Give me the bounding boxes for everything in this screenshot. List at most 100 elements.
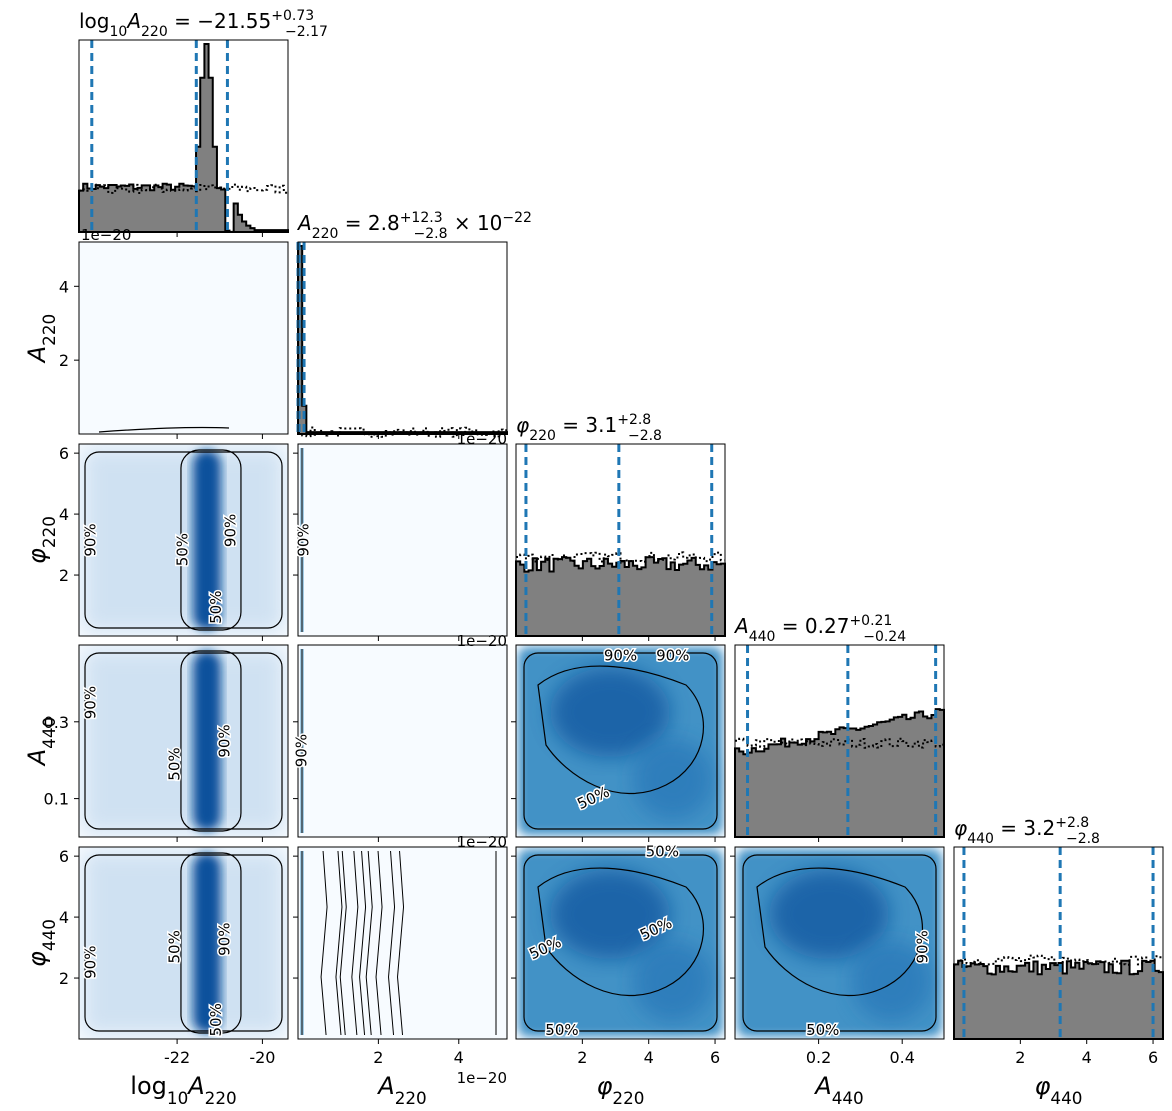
x-tick-label: 2 bbox=[577, 1048, 587, 1067]
x-tick-label: 0.4 bbox=[889, 1048, 914, 1067]
density-field bbox=[83, 649, 284, 833]
density-background bbox=[79, 242, 288, 434]
panel-frame bbox=[953, 846, 1164, 1040]
contour-90 bbox=[84, 451, 283, 629]
y-tick-label: 4 bbox=[59, 277, 69, 296]
contour-label: 50% bbox=[165, 930, 183, 963]
panel-A440-vs-phi220 bbox=[515, 644, 726, 838]
panel-frame bbox=[297, 644, 508, 838]
x-axis-label: A220 bbox=[376, 1072, 426, 1108]
density-blob bbox=[769, 869, 890, 960]
panel-phi440-vs-A440 bbox=[734, 846, 945, 1040]
contour-label: 90% bbox=[82, 946, 100, 979]
contour-50 bbox=[365, 850, 373, 1036]
contour-label: 50% bbox=[806, 1021, 839, 1039]
density-field bbox=[518, 849, 723, 1037]
contour-50 bbox=[180, 852, 242, 1034]
density-background bbox=[298, 645, 507, 837]
x-tick-label: 2 bbox=[373, 1048, 383, 1067]
panel-title: φ220 = 3.1+2.8 −2.8 bbox=[516, 412, 662, 444]
y-tick-label: 4 bbox=[59, 908, 69, 927]
density-background bbox=[298, 847, 507, 1039]
density-background bbox=[298, 444, 507, 636]
panel-frame bbox=[734, 644, 945, 838]
y-axis-label: φ440 bbox=[23, 919, 59, 967]
panel-frame bbox=[515, 443, 726, 637]
density-field bbox=[83, 851, 284, 1035]
x-tick-label: 6 bbox=[710, 1048, 720, 1067]
x-tick-label: 2 bbox=[1015, 1048, 1025, 1067]
x-axis-label: A440 bbox=[813, 1072, 863, 1108]
y-tick-label: 2 bbox=[59, 351, 69, 370]
y-tick-label: 2 bbox=[59, 969, 69, 988]
panel-frame bbox=[78, 241, 289, 435]
density-field bbox=[518, 647, 723, 835]
y-axis-label: A220 bbox=[23, 314, 59, 364]
contour-50 bbox=[537, 867, 704, 997]
panel-frame bbox=[78, 39, 289, 233]
density-blob bbox=[550, 869, 671, 960]
contour-50 bbox=[537, 665, 704, 795]
diag-hist-phi220 bbox=[515, 443, 726, 637]
contour-label: 90% bbox=[913, 930, 931, 963]
density-blob bbox=[851, 941, 932, 1022]
panel-frame bbox=[297, 241, 508, 435]
density-ridge bbox=[192, 853, 221, 1033]
contour-label: 50% bbox=[545, 1021, 578, 1039]
histogram-bars bbox=[953, 959, 1164, 1040]
offset-text: 1e−20 bbox=[457, 632, 507, 650]
panel-title: φ440 = 3.2+2.8 −2.8 bbox=[954, 815, 1100, 847]
diag-hist-phi440 bbox=[953, 846, 1164, 1040]
contour-label: 90% bbox=[222, 514, 240, 547]
contour-label: 50% bbox=[174, 533, 192, 566]
prior-histogram bbox=[954, 954, 1163, 966]
contour-90 bbox=[523, 854, 718, 1032]
x-axis-label: log10A220 bbox=[130, 1072, 236, 1108]
contour-50 bbox=[98, 426, 230, 433]
offset-text: 1e−20 bbox=[457, 430, 507, 448]
diag-hist-A220 bbox=[296, 241, 508, 438]
x-tick-label: -20 bbox=[249, 1048, 275, 1067]
panel-A440-vs-A220 bbox=[297, 644, 508, 838]
prior-histogram bbox=[79, 183, 288, 194]
contour-label: 50% bbox=[646, 843, 679, 861]
contour-90 bbox=[742, 854, 937, 1032]
y-tick-label: 6 bbox=[59, 444, 69, 463]
panel-title: A440 = 0.27+0.21 −0.24 bbox=[733, 613, 906, 645]
density-field bbox=[300, 649, 304, 833]
contour-label: 90% bbox=[82, 686, 100, 719]
density-blob bbox=[550, 667, 671, 758]
contour-50 bbox=[335, 850, 343, 1036]
density-blob bbox=[632, 739, 713, 820]
prior-histogram bbox=[298, 426, 507, 438]
contour-50 bbox=[320, 850, 328, 1036]
offset-text: 1e−20 bbox=[457, 833, 507, 851]
offset-text: 1e−20 bbox=[81, 226, 131, 244]
contour-label: 90% bbox=[82, 523, 100, 556]
x-tick-label: 4 bbox=[1082, 1048, 1092, 1067]
density-field bbox=[737, 849, 942, 1037]
contour-90 bbox=[84, 854, 283, 1032]
panel-frame bbox=[515, 644, 726, 838]
diag-hist-A440 bbox=[734, 644, 945, 838]
contour-50 bbox=[756, 867, 923, 997]
y-tick-label: 6 bbox=[59, 847, 69, 866]
panel-frame bbox=[78, 644, 289, 838]
panel-phi440-vs-A220 bbox=[297, 846, 508, 1040]
contour-90 bbox=[523, 652, 718, 830]
contour-label: 90% bbox=[215, 724, 233, 757]
contour-50 bbox=[339, 850, 347, 1036]
density-field bbox=[83, 448, 284, 632]
x-tick-label: -22 bbox=[164, 1048, 190, 1067]
histogram-bars bbox=[78, 43, 289, 233]
density-region bbox=[83, 448, 284, 632]
contour-label: 50% bbox=[165, 747, 183, 780]
panel-frame bbox=[297, 846, 508, 1040]
contour-50 bbox=[351, 850, 359, 1036]
y-tick-label: 0.1 bbox=[44, 790, 69, 809]
contour-50 bbox=[180, 449, 242, 631]
diag-hist-log10_A220 bbox=[78, 39, 289, 233]
panel-frame bbox=[78, 443, 289, 637]
contour-label: 50% bbox=[207, 1003, 225, 1036]
